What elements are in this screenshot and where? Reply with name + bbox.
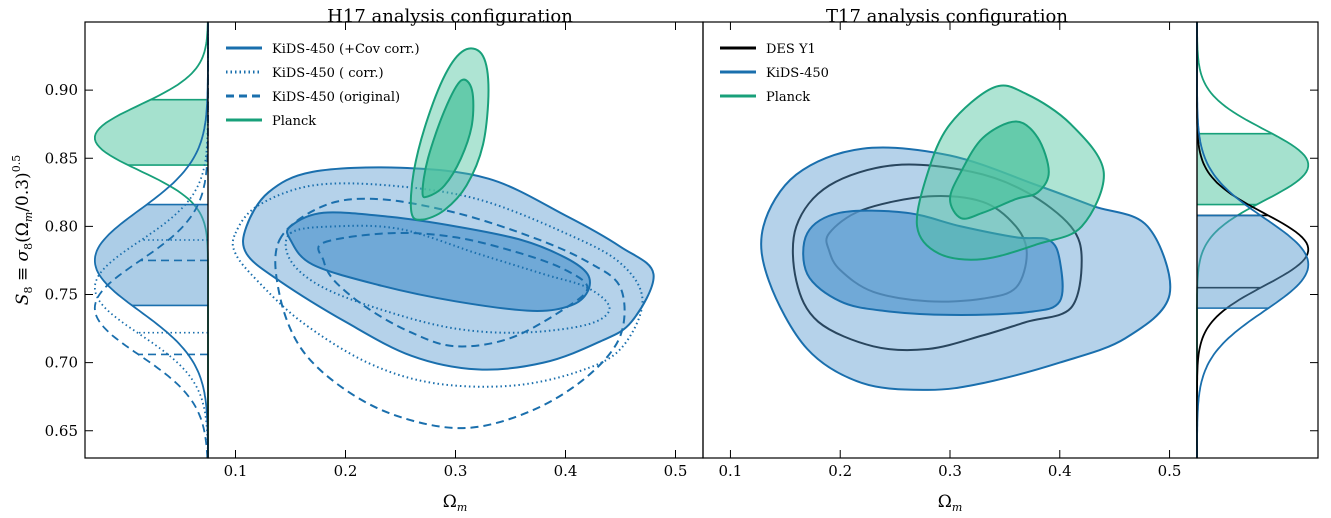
svg-text:Ωm: Ωm [938, 492, 963, 514]
x-axis-label-t17: Ωm [938, 492, 963, 514]
title-h17: H17 analysis configuration [327, 6, 573, 27]
legend-h17: KiDS-450 (θ+Cov corr.) KiDS-450 (θ corr.)… [226, 42, 420, 129]
contour-95-des-y1 [791, 163, 1083, 352]
x-tick-labels: 0.1 0.2 0.3 0.4 0.5 0.1 0.2 0.3 0.4 0.5 [224, 22, 1182, 480]
svg-text:S8 ≡ σ8(Ωm/0.3)0.5: S8 ≡ σ8(Ωm/0.3)0.5 [10, 155, 35, 305]
right-marginal-panel [1196, 22, 1310, 458]
x-tick-label: 0.4 [554, 462, 578, 480]
panel-frame-right [1196, 21, 1319, 459]
x-tick-label: 0.2 [334, 462, 358, 480]
y-tick-labels: 0.65 0.70 0.75 0.80 0.85 0.90 [45, 81, 1318, 440]
x-tick-label: 0.2 [828, 462, 852, 480]
x-tick-label: 0.1 [224, 462, 248, 480]
legend-t17: DES Y1 KiDS-450 Planck [720, 42, 829, 105]
t17-contour-panel [760, 84, 1172, 391]
x-tick-label: 0.4 [1048, 462, 1072, 480]
y-tick-label: 0.70 [45, 354, 78, 372]
y-tick-label: 0.85 [45, 149, 78, 167]
x-tick-label: 0.5 [664, 462, 688, 480]
contour-68-kids-450 [802, 209, 1064, 316]
contour-68-kids-450-original- [317, 231, 589, 348]
y-tick-label: 0.65 [45, 422, 78, 440]
contour-68-kids-450-cov-corr- [286, 211, 591, 312]
contour-68-planck [948, 120, 1050, 220]
left-marginal-panel [93, 21, 209, 459]
legend-label: Planck [766, 90, 810, 105]
x-tick-label: 0.1 [719, 462, 743, 480]
y-tick-label: 0.75 [45, 286, 78, 304]
x-axis-label-h17: Ωm [443, 492, 468, 514]
x-tick-label: 0.3 [444, 462, 468, 480]
x-tick-label: 0.5 [1158, 462, 1182, 480]
y-tick-label: 0.80 [45, 217, 78, 235]
x-tick-label: 0.3 [938, 462, 962, 480]
y-axis-label: S8 ≡ σ8(Ωm/0.3)0.5 [10, 155, 35, 305]
legend-label: KiDS-450 (original) [272, 90, 400, 105]
h17-contour-panel [231, 47, 655, 430]
legend-label: DES Y1 [766, 42, 816, 57]
svg-text:Ωm: Ωm [443, 492, 468, 514]
legend-label: KiDS-450 (θ corr.) [272, 66, 384, 81]
y-tick-label: 0.90 [45, 81, 78, 99]
legend-label: KiDS-450 (θ+Cov corr.) [272, 42, 420, 57]
contour-68-planck [421, 78, 475, 199]
marginal-band-2 [1197, 215, 1309, 309]
legend-label: KiDS-450 [766, 66, 829, 81]
legend-label: Planck [272, 114, 316, 129]
marginal-band-0 [94, 99, 208, 166]
title-t17: T17 analysis configuration [826, 6, 1068, 27]
